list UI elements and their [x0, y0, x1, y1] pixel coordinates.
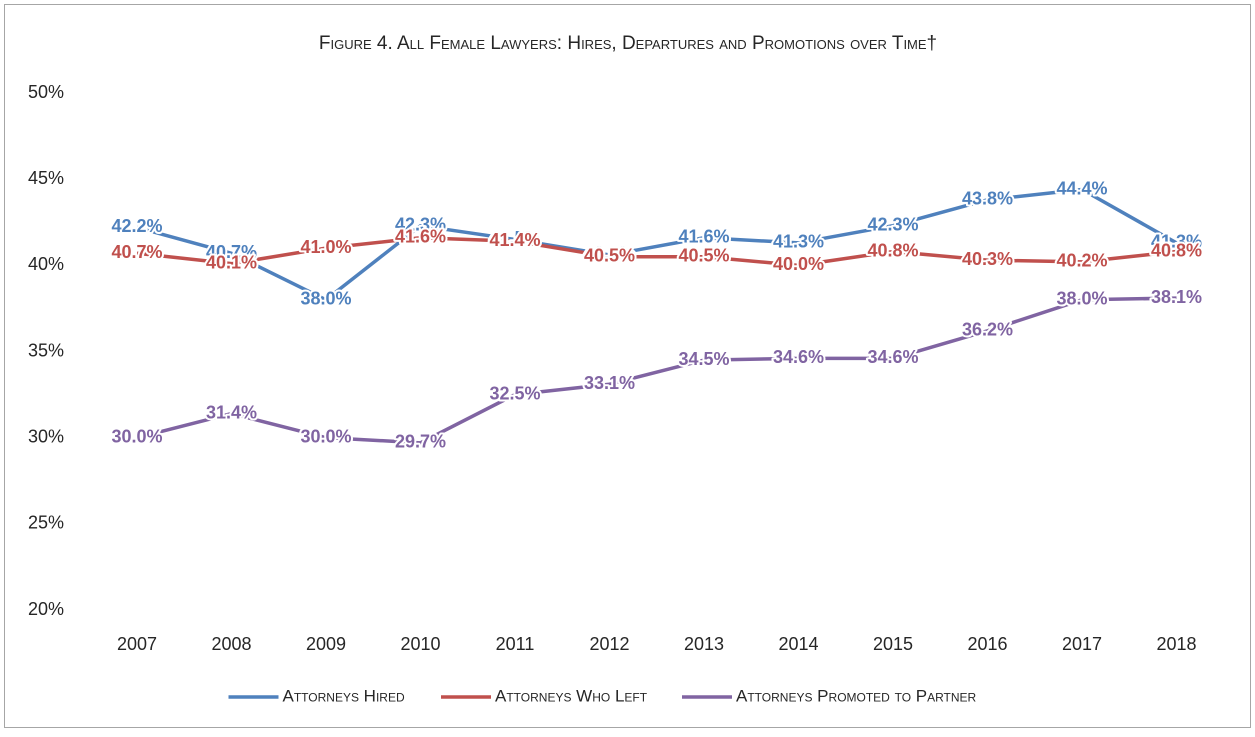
- data-label: 41.4%: [489, 230, 540, 250]
- data-label: 40.7%: [206, 242, 257, 262]
- data-label: 38.1%: [1151, 287, 1202, 307]
- data-label: 41.5%: [489, 228, 540, 248]
- data-label: 40.2%: [1056, 251, 1107, 271]
- data-label: 40.8%: [867, 240, 918, 260]
- data-label: 38.0%: [300, 289, 351, 309]
- y-tick-label: 30%: [28, 426, 64, 446]
- x-tick-label: 2017: [1062, 634, 1102, 654]
- y-tick-label: 20%: [28, 599, 64, 619]
- y-tick-label: 40%: [28, 254, 64, 274]
- data-label: 40.1%: [206, 252, 257, 272]
- x-tick-label: 2014: [778, 634, 818, 654]
- x-tick-label: 2008: [211, 634, 251, 654]
- data-label: 40.5%: [584, 245, 635, 265]
- data-label: 41.0%: [300, 237, 351, 257]
- chart-title: Figure 4. All Female Lawyers: Hires, Dep…: [319, 33, 937, 54]
- data-label: 33.1%: [584, 373, 635, 393]
- x-tick-label: 2013: [684, 634, 724, 654]
- x-tick-label: 2015: [873, 634, 913, 654]
- data-label: 41.3%: [773, 232, 824, 252]
- data-label: 40.0%: [773, 254, 824, 274]
- series-line: [136, 296, 1177, 445]
- plot-area: [88, 93, 1225, 610]
- data-label: 34.5%: [678, 349, 729, 369]
- series-line: [136, 187, 1178, 302]
- legend-label: Attorneys Hired: [283, 686, 405, 705]
- data-label: 36.2%: [962, 320, 1013, 340]
- data-label: 41.6%: [678, 227, 729, 247]
- data-label: 40.3%: [962, 249, 1013, 269]
- data-label: 40.8%: [1151, 240, 1202, 260]
- y-tick-label: 50%: [28, 82, 64, 102]
- legend-label: Attorneys Promoted to Partner: [736, 686, 977, 705]
- data-label: 34.6%: [773, 347, 824, 367]
- data-label: 41.6%: [395, 227, 446, 247]
- x-tick-label: 2016: [967, 634, 1007, 654]
- x-tick-label: 2018: [1156, 634, 1196, 654]
- data-label: 40.6%: [584, 244, 635, 264]
- data-label: 42.3%: [395, 214, 446, 234]
- y-tick-label: 35%: [28, 340, 64, 360]
- series-line: [136, 236, 1177, 268]
- y-tick-label: 45%: [28, 168, 64, 188]
- data-label: 30.0%: [300, 426, 351, 446]
- x-tick-label: 2011: [496, 634, 535, 654]
- data-label: 40.7%: [111, 242, 162, 262]
- x-tick-label: 2010: [400, 634, 440, 654]
- data-label: 44.4%: [1056, 178, 1107, 198]
- x-tick-label: 2009: [306, 634, 346, 654]
- data-label: 42.2%: [111, 216, 162, 236]
- y-tick-label: 25%: [28, 513, 64, 533]
- data-label: 34.6%: [867, 347, 918, 367]
- data-label: 38.0%: [1056, 289, 1107, 309]
- data-label: 42.3%: [867, 214, 918, 234]
- data-label: 40.5%: [678, 245, 729, 265]
- data-label: 29.7%: [395, 432, 446, 452]
- x-tick-label: 2007: [117, 634, 157, 654]
- legend-label: Attorneys Who Left: [495, 686, 648, 705]
- data-label: 43.8%: [962, 189, 1013, 209]
- data-label: 32.5%: [489, 383, 540, 403]
- data-label: 30.0%: [111, 426, 162, 446]
- data-label: 31.4%: [206, 402, 257, 422]
- data-label: 41.3%: [1151, 232, 1202, 252]
- x-tick-label: 2012: [589, 634, 629, 654]
